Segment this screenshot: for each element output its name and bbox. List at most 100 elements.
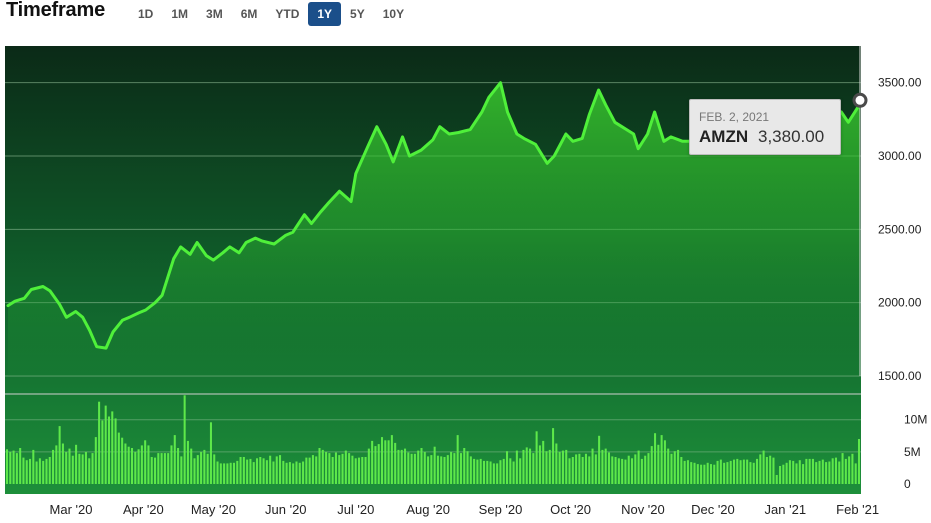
volume-bar: [45, 458, 48, 484]
volume-bar: [65, 451, 68, 484]
volume-bar: [384, 440, 387, 484]
tab-5y[interactable]: 5Y: [350, 7, 365, 21]
x-tick-label: Aug '20: [406, 502, 450, 517]
volume-bar: [808, 458, 811, 484]
tooltip-value: 3,380.00: [758, 127, 825, 146]
volume-bar: [838, 461, 841, 484]
volume-bar: [621, 458, 624, 484]
volume-bar: [154, 457, 157, 484]
tab-1y[interactable]: 1Y: [308, 2, 342, 26]
volume-bar: [598, 435, 601, 484]
volume-bar: [466, 451, 469, 484]
price-tooltip: FEB. 2, 2021 AMZN 3,380.00: [689, 99, 841, 155]
volume-bar: [140, 445, 143, 484]
volume-bar: [673, 451, 676, 484]
volume-bar: [262, 458, 265, 484]
volume-bar: [5, 449, 9, 484]
volume-bar: [137, 449, 140, 484]
volume-bar: [147, 445, 150, 484]
volume-bar: [377, 444, 380, 484]
volume-bar: [709, 464, 712, 484]
volume-bar: [779, 466, 782, 484]
volume-bar: [407, 452, 410, 484]
volume-bar: [32, 449, 35, 484]
x-tick-label: Feb '21: [836, 502, 879, 517]
x-tick-label: Oct '20: [550, 502, 591, 517]
volume-bar: [38, 458, 41, 484]
volume-bar: [242, 457, 245, 484]
tab-3m[interactable]: 3M: [206, 7, 223, 21]
volume-bar: [35, 461, 38, 484]
volume-bar: [565, 449, 568, 484]
volume-bar: [627, 455, 630, 484]
volume-bar: [677, 449, 680, 484]
volume-bar: [252, 462, 255, 484]
volume-bar: [94, 437, 97, 484]
x-tick-label: Jun '20: [265, 502, 307, 517]
volume-bar: [325, 451, 328, 484]
volume-bar: [591, 448, 594, 484]
volume-bar: [538, 445, 541, 484]
volume-bar: [640, 458, 643, 484]
volume-bar: [805, 458, 808, 484]
volume-bar: [200, 451, 203, 484]
volume-bar: [446, 455, 449, 484]
volume-bar: [798, 460, 801, 484]
volume-bar: [690, 462, 693, 484]
volume-bar: [624, 459, 627, 484]
volume-bar: [219, 463, 222, 484]
volume-bar: [22, 457, 25, 484]
timeframe-title: Timeframe: [6, 0, 105, 21]
volume-bar: [321, 449, 324, 484]
tab-6m[interactable]: 6M: [240, 7, 258, 21]
volume-bar: [486, 460, 489, 484]
volume-bar: [193, 458, 196, 484]
volume-bar: [834, 457, 837, 484]
volume-bar: [88, 458, 91, 484]
volume-bar: [828, 461, 831, 484]
x-axis: Mar '20 Apr '20 May '20 Jun '20 Jul '20 Aug '…: [50, 502, 880, 517]
volume-bar: [660, 435, 663, 484]
x-tick-label: Dec '20: [691, 502, 735, 517]
volume-bar: [305, 457, 308, 484]
volume-bar: [670, 453, 673, 484]
volume-bar: [160, 453, 163, 484]
volume-bar: [104, 405, 107, 484]
volume-bar: [575, 454, 578, 484]
volume-bar: [308, 457, 311, 484]
volume-bar: [509, 458, 512, 484]
tab-ytd[interactable]: YTD: [275, 7, 300, 21]
tab-1m[interactable]: 1M: [171, 7, 189, 21]
volume-bar: [354, 458, 357, 484]
volume-bar: [588, 456, 591, 484]
volume-bar: [713, 464, 716, 484]
volume-bar: [232, 462, 235, 484]
price-tick-label: 2500.00: [878, 222, 922, 236]
volume-bar: [177, 448, 180, 484]
volume-bar: [607, 452, 611, 484]
volume-bar: [848, 456, 851, 484]
volume-tick-label: 5M: [904, 445, 921, 459]
volume-bar: [450, 451, 453, 484]
volume-bar: [295, 461, 298, 484]
volume-bar: [469, 456, 472, 484]
volume-bar: [55, 445, 58, 484]
volume-bar: [680, 457, 683, 484]
volume-bar: [404, 448, 407, 484]
volume-bar: [351, 455, 354, 484]
volume-bar: [190, 448, 193, 484]
volume-bar: [545, 451, 548, 484]
volume-bar: [519, 458, 522, 484]
volume-bar: [831, 458, 834, 484]
tab-1d[interactable]: 1D: [138, 7, 154, 21]
volume-bar: [436, 455, 439, 484]
tab-10y[interactable]: 10Y: [382, 7, 405, 21]
volume-bar: [818, 460, 821, 484]
volume-bar: [206, 453, 209, 484]
volume-tick-label: 10M: [904, 413, 927, 427]
volume-bar: [453, 453, 456, 484]
volume-bar: [361, 457, 364, 484]
volume-bar: [552, 428, 555, 484]
volume-bar: [180, 456, 183, 484]
